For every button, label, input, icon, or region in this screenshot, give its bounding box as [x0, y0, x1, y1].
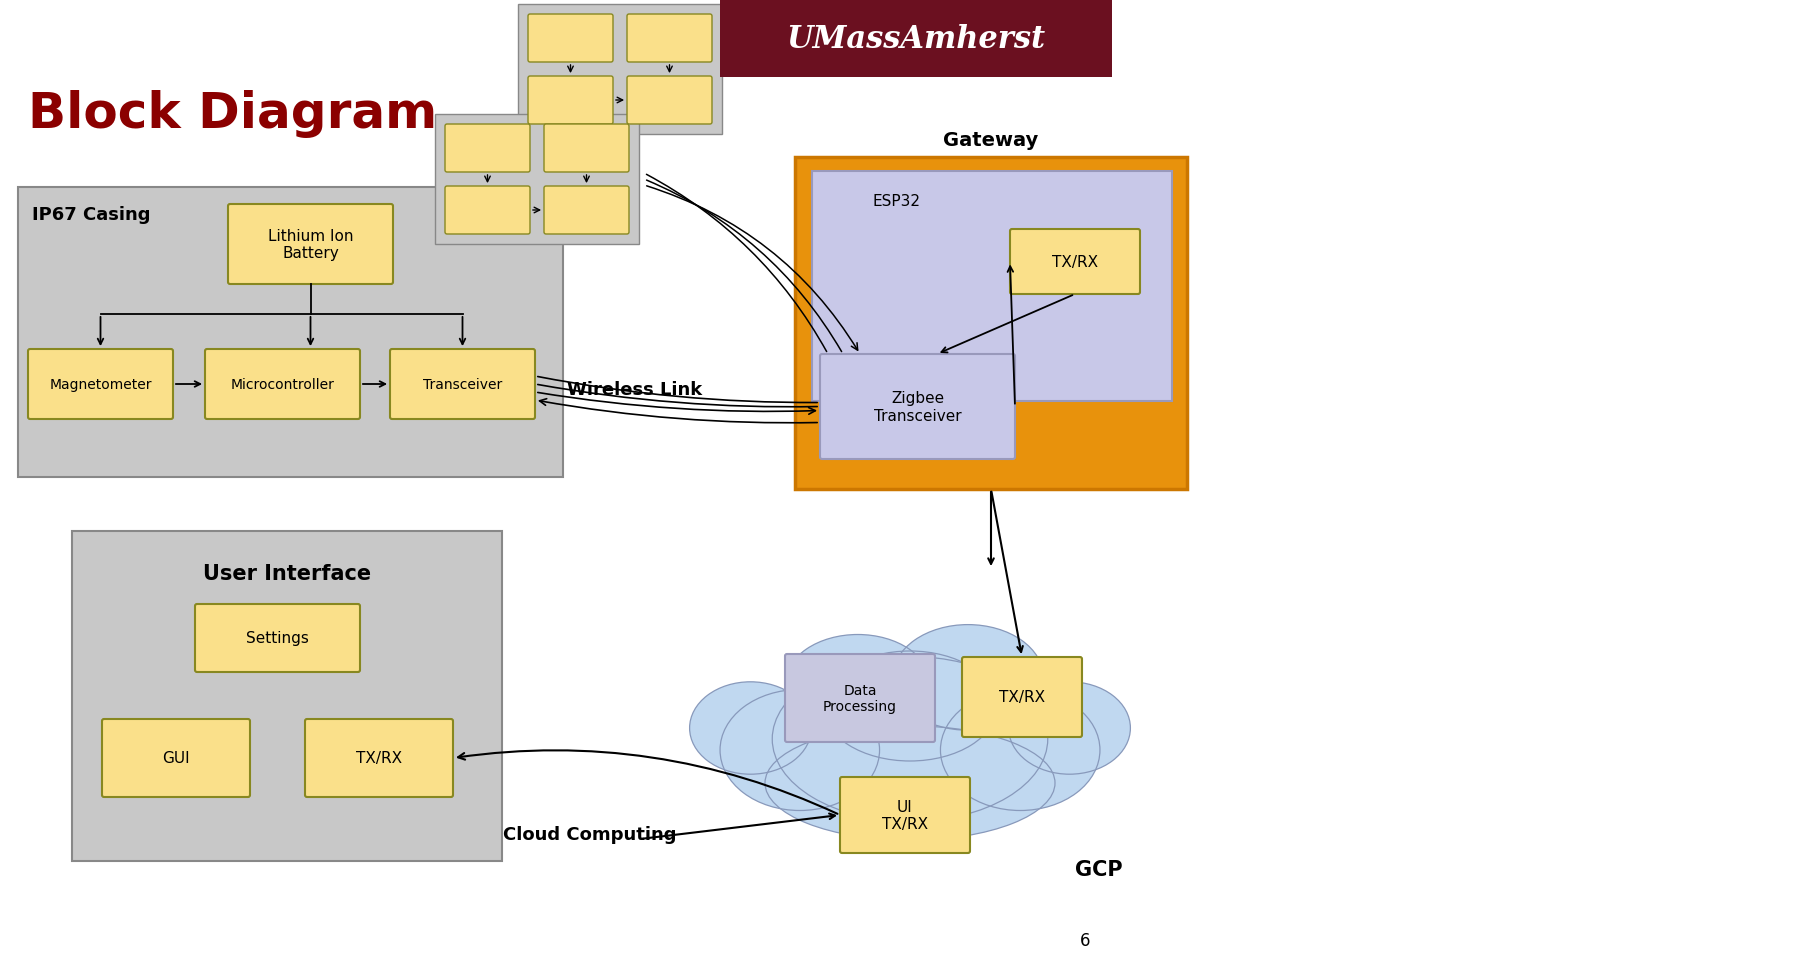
Bar [18, 188, 564, 478]
Ellipse shape [690, 682, 812, 774]
Ellipse shape [823, 651, 997, 762]
FancyBboxPatch shape [446, 187, 529, 234]
Text: Zigbee
Transceiver: Zigbee Transceiver [873, 391, 962, 423]
Bar [812, 172, 1172, 401]
Text: Block Diagram: Block Diagram [27, 90, 437, 138]
Bar [719, 0, 1113, 78]
FancyArrowPatch shape [538, 393, 815, 415]
FancyArrowPatch shape [538, 385, 817, 407]
Text: Data
Processing: Data Processing [823, 683, 897, 713]
Text: Gateway: Gateway [944, 131, 1038, 149]
FancyArrowPatch shape [538, 377, 817, 403]
FancyBboxPatch shape [841, 777, 969, 853]
FancyBboxPatch shape [527, 15, 612, 63]
FancyArrowPatch shape [647, 187, 857, 351]
FancyBboxPatch shape [228, 204, 393, 285]
Bar [795, 158, 1187, 489]
FancyBboxPatch shape [196, 605, 361, 672]
Text: Settings: Settings [246, 631, 308, 645]
Ellipse shape [1009, 682, 1131, 774]
FancyBboxPatch shape [446, 125, 529, 172]
FancyBboxPatch shape [390, 350, 535, 420]
Ellipse shape [785, 635, 930, 734]
FancyArrowPatch shape [647, 175, 826, 352]
FancyArrowPatch shape [647, 181, 841, 353]
Text: GUI: GUI [163, 751, 190, 766]
FancyBboxPatch shape [27, 350, 172, 420]
Text: Microcontroller: Microcontroller [230, 378, 335, 391]
Bar [72, 531, 502, 861]
Text: TX/RX: TX/RX [355, 751, 402, 766]
FancyArrowPatch shape [540, 399, 817, 423]
Bar [435, 115, 640, 245]
Text: User Interface: User Interface [203, 563, 371, 583]
FancyBboxPatch shape [544, 187, 629, 234]
Text: 6: 6 [1080, 931, 1091, 949]
FancyBboxPatch shape [527, 77, 612, 125]
Ellipse shape [765, 726, 1055, 840]
FancyArrowPatch shape [458, 751, 837, 814]
Ellipse shape [719, 690, 879, 811]
Ellipse shape [893, 625, 1044, 731]
Text: ESP32: ESP32 [872, 194, 920, 208]
Text: UMassAmherst: UMassAmherst [786, 23, 1046, 54]
FancyBboxPatch shape [962, 657, 1082, 737]
Text: GCP: GCP [1075, 860, 1123, 879]
Text: TX/RX: TX/RX [998, 690, 1046, 704]
Ellipse shape [940, 690, 1100, 811]
Text: Cloud Computing: Cloud Computing [504, 826, 676, 843]
FancyBboxPatch shape [1009, 230, 1140, 295]
FancyBboxPatch shape [627, 77, 712, 125]
Text: Lithium Ion
Battery: Lithium Ion Battery [268, 229, 353, 261]
FancyBboxPatch shape [627, 15, 712, 63]
FancyBboxPatch shape [821, 355, 1015, 459]
FancyBboxPatch shape [101, 719, 250, 797]
Text: UI
TX/RX: UI TX/RX [882, 799, 928, 831]
FancyBboxPatch shape [205, 350, 361, 420]
Text: IP67 Casing: IP67 Casing [33, 205, 150, 224]
FancyBboxPatch shape [785, 654, 935, 742]
FancyBboxPatch shape [304, 719, 453, 797]
FancyBboxPatch shape [544, 125, 629, 172]
Text: Magnetometer: Magnetometer [49, 378, 152, 391]
Text: Transceiver: Transceiver [422, 378, 502, 391]
Text: Wireless Link: Wireless Link [567, 381, 703, 398]
Text: TX/RX: TX/RX [1053, 255, 1098, 269]
Ellipse shape [772, 657, 1047, 822]
Bar [518, 5, 721, 135]
